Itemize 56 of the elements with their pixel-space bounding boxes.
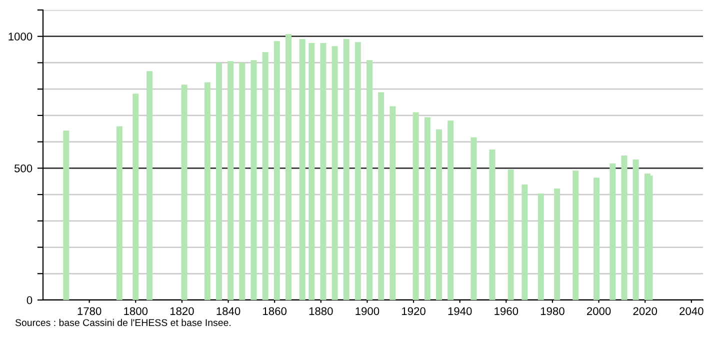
bar [354,42,361,300]
bar [436,129,442,300]
bar [522,184,528,300]
bar [448,120,454,300]
bar [239,62,246,300]
bar [274,41,280,300]
bar [299,39,306,300]
x-tick-label: 2020 [633,307,658,316]
bar [320,42,326,300]
bar [146,71,153,300]
x-tick-label: 2000 [586,307,611,316]
x-tick-label: 1820 [170,307,194,316]
bar [63,130,70,300]
bar [181,84,188,300]
x-tick-label: 1960 [494,307,518,316]
bar [489,149,496,300]
bar [390,106,396,300]
bar [308,42,315,300]
bar [132,94,139,300]
bar [572,170,579,300]
bar [412,112,419,300]
bar [508,170,514,300]
bar [644,173,650,300]
x-tick-label: 1920 [402,307,426,316]
bar [116,126,122,300]
x-tick-label: 1940 [448,307,472,316]
y-tick-label: 1000 [8,32,32,40]
x-tick-label: 1900 [356,307,380,316]
y-tick-label: 500 [14,164,32,172]
x-tick-label: 1800 [124,307,148,316]
x-tick-label: 2040 [680,307,704,316]
x-tick-label: 1840 [216,307,240,316]
bar [250,60,257,300]
bar [538,193,544,300]
x-tick-label: 1780 [78,307,102,316]
bar [216,62,222,300]
bar [332,46,338,300]
bar [204,82,210,300]
bar [610,163,616,300]
x-tick-label: 1880 [309,307,333,316]
bar [424,117,430,300]
x-tick-label: 1860 [263,307,287,316]
bar [621,156,628,300]
x-tick-label: 1980 [540,307,564,316]
bar [632,159,639,300]
source-note: Sources : base Cassini de l'EHESS et base Insee. [15,318,231,326]
bar [593,178,600,300]
bar [554,188,560,300]
bar [378,92,384,300]
y-tick-label: 0 [26,296,32,304]
bar [470,137,477,300]
bar [285,34,292,300]
bar [343,39,350,300]
bar [262,52,268,300]
bar [366,60,373,300]
bar [228,61,234,300]
